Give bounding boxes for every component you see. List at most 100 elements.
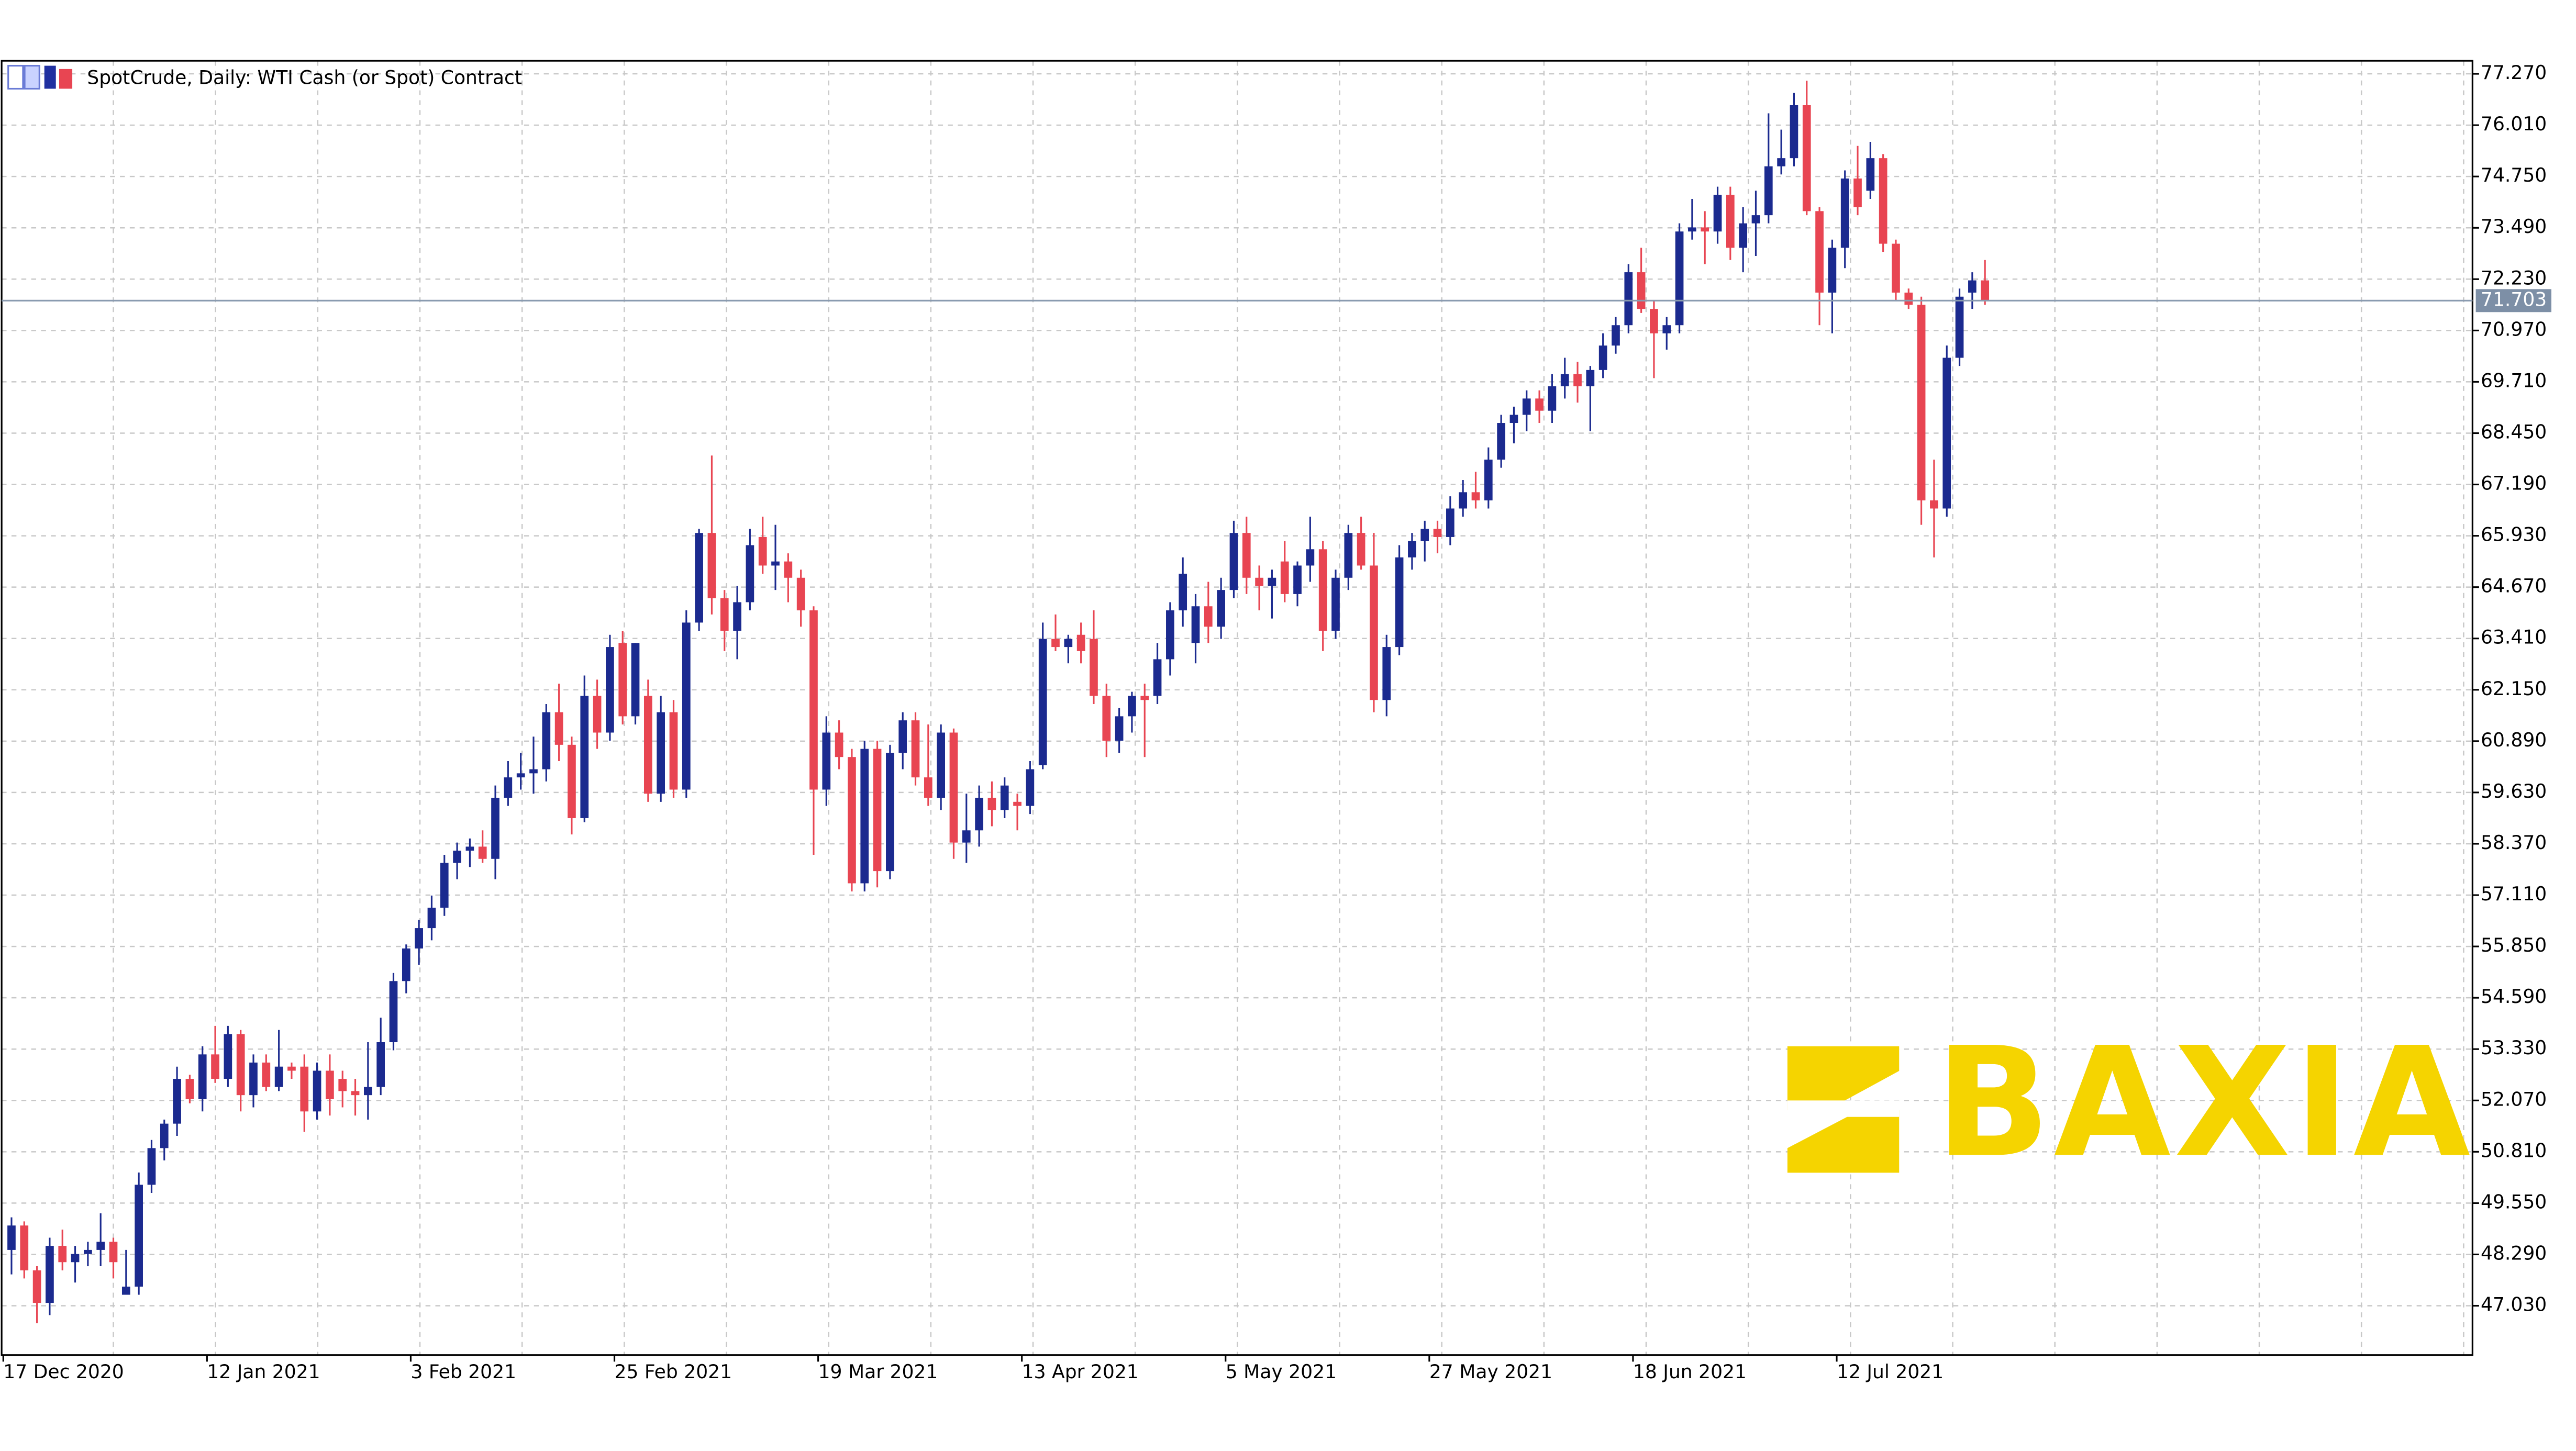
candle-body <box>1051 639 1060 648</box>
candle-body <box>1942 358 1951 509</box>
x-tick-label: 27 May 2021 <box>1429 1361 1552 1383</box>
candle-body <box>1853 178 1862 207</box>
y-tick-label: 69.710 <box>2481 370 2547 392</box>
candle-body <box>1548 386 1557 411</box>
candle-body <box>1955 296 1964 358</box>
candle-body <box>376 1042 385 1087</box>
candle-body <box>1420 529 1429 541</box>
candle-body <box>1433 529 1442 537</box>
candle-body <box>1331 577 1340 631</box>
candle-body <box>1013 801 1021 806</box>
candle-body <box>1522 398 1531 415</box>
header: SpotCrude, Daily: WTI Cash (or Spot) Con… <box>7 64 522 90</box>
y-tick-label: 76.010 <box>2481 113 2547 135</box>
candle-body <box>644 696 652 794</box>
candle-body <box>758 537 767 566</box>
y-tick-label: 50.810 <box>2481 1140 2547 1162</box>
plot-frame <box>1 60 2473 1356</box>
candle-body <box>1166 610 1174 660</box>
y-tick-label: 74.750 <box>2481 164 2547 186</box>
candle-body <box>1675 231 1684 326</box>
candle-body <box>529 769 538 774</box>
candle-body <box>96 1242 105 1250</box>
x-tick-label: 25 Feb 2021 <box>615 1361 732 1383</box>
candle-body <box>351 1091 360 1096</box>
candles <box>7 81 1990 1323</box>
x-tick-label: 12 Jul 2021 <box>1837 1361 1944 1383</box>
candle-body <box>1179 573 1187 611</box>
candle-body <box>453 851 461 863</box>
candle-body <box>465 846 474 851</box>
candle-body <box>554 712 563 745</box>
current-price-box <box>2475 289 2551 312</box>
candle-body <box>415 928 423 948</box>
x-tick-label: 19 Mar 2021 <box>818 1361 938 1383</box>
candle-body <box>835 732 843 757</box>
candle-body <box>1280 561 1289 594</box>
y-tick-label: 72.230 <box>2481 267 2547 289</box>
axes: 77.270 76.010 74.750 73.490 72.230 70.970 69.7… <box>2 62 2551 1383</box>
candle-body <box>1026 769 1035 806</box>
candle-body <box>1904 292 1913 305</box>
candle-body <box>1790 105 1798 159</box>
candle-body <box>1128 696 1136 717</box>
candle-body <box>109 1242 118 1263</box>
candle-body <box>1268 577 1276 586</box>
candle-body <box>58 1246 67 1263</box>
candle-body <box>733 602 741 631</box>
y-tick-label: 49.550 <box>2481 1191 2547 1213</box>
candle-body <box>20 1225 29 1270</box>
candle-body <box>1153 659 1162 696</box>
candle-body <box>1140 696 1149 700</box>
candle-body <box>937 732 945 798</box>
y-tick-label: 77.270 <box>2481 62 2547 84</box>
candle-body <box>669 712 678 790</box>
candle-body <box>46 1246 54 1303</box>
candle-body <box>1751 215 1760 224</box>
candle-body <box>1777 158 1785 166</box>
candle-body <box>7 1225 16 1250</box>
candle-body <box>516 773 525 778</box>
candle-body <box>1306 549 1315 566</box>
candle-body <box>1064 639 1073 648</box>
candle-body <box>1560 374 1569 386</box>
candle-body <box>478 846 487 859</box>
candle-body <box>1318 549 1327 631</box>
candle-body <box>720 598 729 631</box>
y-tick-label: 48.290 <box>2481 1242 2547 1264</box>
candle-body <box>402 948 410 981</box>
candle-body <box>1598 345 1607 370</box>
candle-body <box>682 622 691 790</box>
y-tick-label: 68.450 <box>2481 421 2547 443</box>
candle-body <box>1076 634 1085 651</box>
candle-body <box>338 1079 347 1091</box>
candle-body <box>1764 166 1773 216</box>
candle-body <box>695 533 703 623</box>
candle-body <box>771 561 780 566</box>
candle-body <box>1090 639 1098 696</box>
candle-body <box>84 1249 92 1254</box>
candle-body <box>1382 647 1391 700</box>
x-tick-label: 12 Jan 2021 <box>207 1361 320 1383</box>
candle-body <box>1701 227 1709 232</box>
candle-body <box>1930 500 1938 509</box>
candle-body <box>911 720 920 778</box>
candle-body <box>593 696 602 733</box>
candle-body <box>580 696 589 818</box>
candle-body <box>860 749 869 884</box>
candle-body <box>32 1270 41 1303</box>
x-tick-label: 3 Feb 2021 <box>410 1361 516 1383</box>
candle-body <box>160 1123 169 1148</box>
candle-body <box>1662 325 1671 333</box>
candle-body <box>287 1066 296 1071</box>
x-tick-label: 17 Dec 2020 <box>3 1361 124 1383</box>
candle-body <box>1509 415 1518 423</box>
candle-body <box>1484 460 1493 500</box>
y-tick-label: 47.030 <box>2481 1294 2547 1316</box>
x-tick-label: 5 May 2021 <box>1226 1361 1337 1383</box>
candle-body <box>1573 374 1582 386</box>
candle-body <box>1726 195 1735 248</box>
candle-body <box>1000 785 1009 810</box>
